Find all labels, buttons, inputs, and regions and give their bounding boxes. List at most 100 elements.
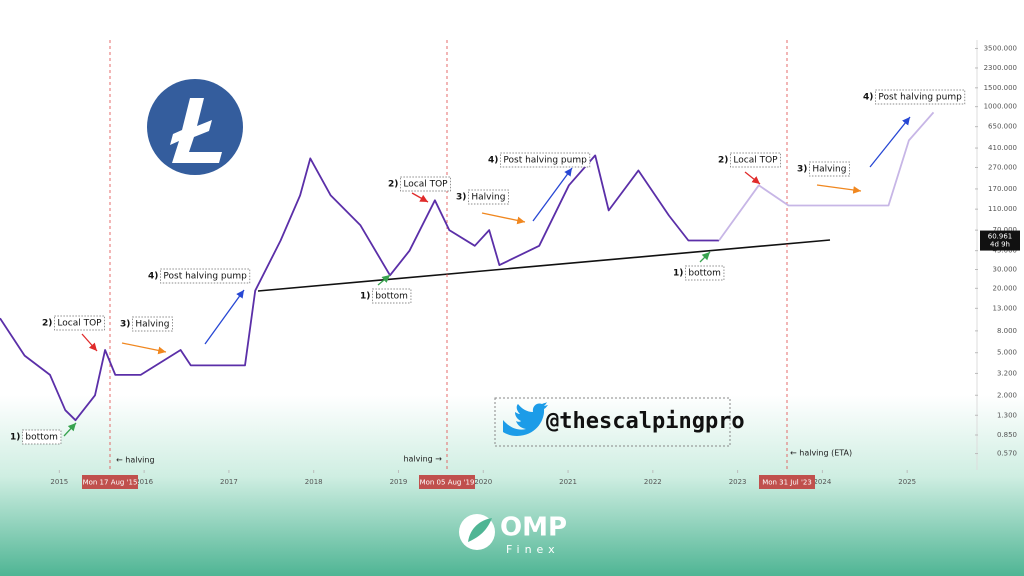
annotation-step: 3) — [120, 320, 130, 330]
y-tick-label: 13.000 — [993, 304, 1018, 312]
annotation-arrow — [532, 167, 573, 222]
halving-date: Mon 05 Aug '19 — [420, 479, 475, 487]
annotation-text: Post halving pump — [503, 156, 587, 166]
halving-date-box — [82, 475, 138, 489]
y-tick-label: 5.000 — [997, 349, 1017, 357]
annotation-box — [809, 161, 850, 177]
annotation-step: 2) — [388, 180, 398, 190]
annotation-arrow — [81, 333, 98, 352]
annotation-text: Post halving pump — [878, 93, 962, 103]
annotation-box — [132, 316, 173, 332]
y-tick-label: 170.000 — [988, 185, 1017, 193]
y-tick-label: 20.000 — [993, 284, 1018, 292]
x-tick-label: 2018 — [305, 478, 323, 486]
x-tick-label: 2022 — [644, 478, 662, 486]
annotation-text: bottom — [688, 269, 721, 279]
brand-logo: OMP Finex — [459, 513, 567, 556]
annotation-step: 1) — [360, 292, 370, 302]
halving-label: halving → — [403, 455, 442, 464]
price-line — [718, 111, 935, 242]
annotation-text: bottom — [25, 433, 58, 443]
y-tick-label: 1000.000 — [984, 103, 1017, 111]
annotation-box — [500, 152, 591, 168]
annotation-text: Halving — [471, 193, 505, 203]
annotation-box — [372, 288, 412, 304]
halving-date: Mon 31 Jul '23 — [762, 479, 812, 487]
y-tick-label: 70.000 — [993, 226, 1018, 234]
annotation-step: 2) — [718, 156, 728, 166]
y-tick-label: 2.000 — [997, 391, 1017, 399]
y-tick-label: 0.850 — [997, 431, 1017, 439]
annotation-box — [468, 189, 509, 205]
x-tick-label: 2025 — [898, 478, 916, 486]
halving-date-box — [419, 475, 475, 489]
annotation-box — [22, 429, 62, 445]
annotation-arrow — [699, 251, 711, 263]
y-tick-label: 45.000 — [993, 247, 1018, 255]
footer-gradient — [0, 395, 1024, 576]
watermark-box — [494, 397, 731, 447]
x-tick-label: 2019 — [390, 478, 408, 486]
annotation-box — [685, 265, 725, 281]
y-tick-label: 8.000 — [997, 327, 1017, 335]
y-tick-label: 270.000 — [988, 163, 1017, 171]
annotation-step: 4) — [148, 272, 158, 282]
y-tick-label: 1500.000 — [984, 84, 1017, 92]
annotation-step: 4) — [488, 156, 498, 166]
annotation-arrow — [411, 192, 429, 203]
annotation-box — [54, 315, 105, 331]
annotation-box — [730, 152, 781, 168]
annotation-text: Local TOP — [57, 319, 102, 329]
annotation-box — [400, 176, 451, 192]
x-tick-label: 2020 — [474, 478, 492, 486]
x-tick-label: 2017 — [220, 478, 238, 486]
watermark: @thescalpingpro — [494, 397, 745, 447]
x-tick-label: 2023 — [729, 478, 747, 486]
annotation-arrow — [869, 116, 911, 168]
annotation-arrow — [204, 289, 245, 345]
annotation-arrow — [63, 422, 77, 437]
x-tick-label: 2024 — [813, 478, 831, 486]
brand-name: OMP — [500, 513, 567, 543]
halving-label: ← halving (ETA) — [790, 449, 852, 458]
halving-label: ← halving — [116, 456, 155, 465]
trend-line — [257, 239, 831, 292]
annotation-text: bottom — [375, 292, 408, 302]
brand-leaf — [468, 518, 492, 542]
y-tick-label: 110.000 — [988, 205, 1017, 213]
annotation-text: Local TOP — [733, 156, 778, 166]
annotation-arrow — [481, 212, 526, 225]
countdown: 4d 9h — [990, 241, 1010, 249]
annotation-arrow — [377, 274, 391, 286]
price-tag — [980, 230, 1020, 251]
annotation-text: Halving — [812, 165, 846, 175]
x-tick-label: 2016 — [135, 478, 153, 486]
y-tick-label: 3.200 — [997, 369, 1017, 377]
y-tick-label: 3500.000 — [984, 44, 1017, 52]
annotation-arrow — [744, 171, 761, 185]
twitter-icon — [503, 402, 548, 436]
y-tick-label: 650.000 — [988, 123, 1017, 131]
watermark-handle: @thescalpingpro — [546, 409, 745, 434]
y-tick-label: 2300.000 — [984, 64, 1017, 72]
litecoin-logo — [147, 79, 243, 175]
x-tick-label: 2021 — [559, 478, 577, 486]
annotation-box — [875, 89, 966, 105]
current-price: 60.961 — [988, 233, 1013, 241]
annotation-step: 3) — [456, 193, 466, 203]
annotation-arrow — [121, 342, 167, 355]
y-tick-label: 410.000 — [988, 144, 1017, 152]
annotation-step: 1) — [673, 269, 683, 279]
annotation-step: 2) — [42, 319, 52, 329]
x-tick-label: 2015 — [50, 478, 68, 486]
annotation-step: 1) — [10, 433, 20, 443]
annotation-step: 4) — [863, 93, 873, 103]
y-tick-label: 1.300 — [997, 411, 1017, 419]
brand-sub: Finex — [506, 543, 560, 556]
halving-date-box — [759, 475, 815, 489]
annotation-text: Local TOP — [403, 180, 448, 190]
annotation-text: Halving — [135, 320, 169, 330]
annotation-step: 3) — [797, 165, 807, 175]
y-tick-label: 30.000 — [993, 265, 1018, 273]
